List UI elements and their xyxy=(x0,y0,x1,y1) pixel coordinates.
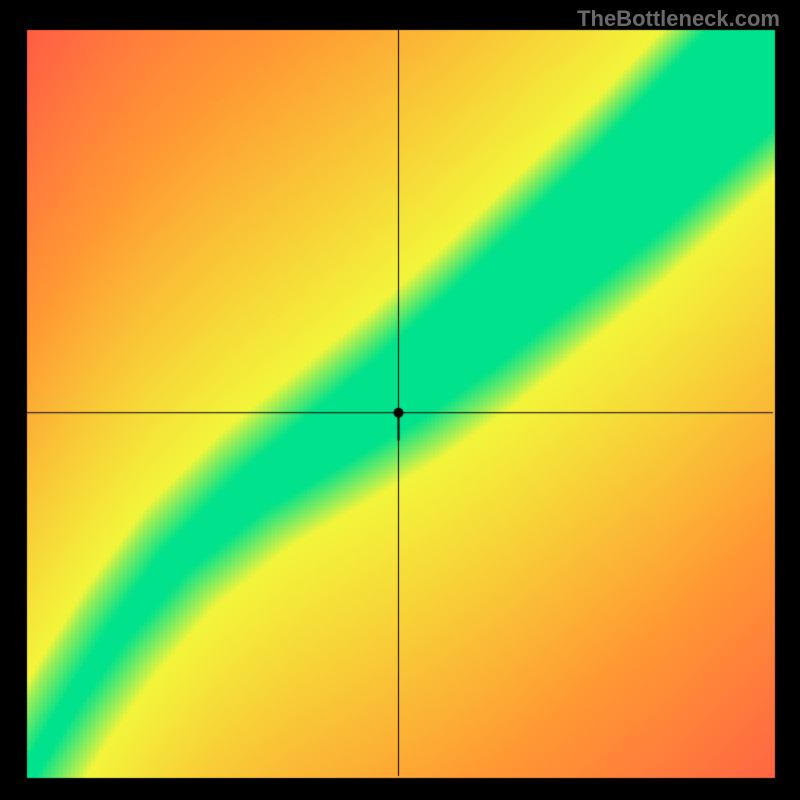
watermark-text: TheBottleneck.com xyxy=(577,6,780,32)
chart-container: TheBottleneck.com xyxy=(0,0,800,800)
bottleneck-heatmap xyxy=(0,0,800,800)
